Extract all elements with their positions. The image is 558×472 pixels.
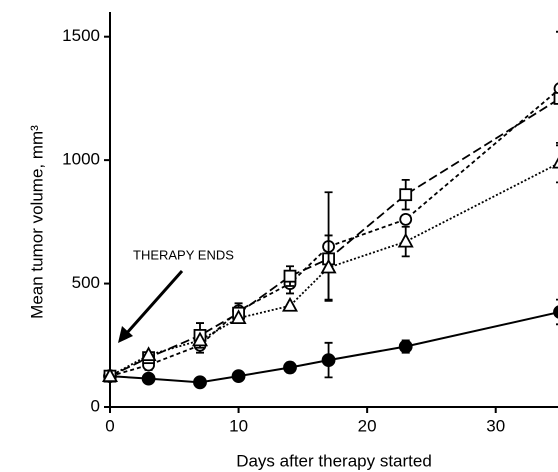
- annotation-arrow: [124, 270, 184, 335]
- error-bar: [556, 141, 558, 184]
- marker: [553, 82, 558, 95]
- marker: [283, 360, 297, 375]
- marker: [399, 188, 413, 202]
- annotation-arrowhead: [118, 326, 133, 343]
- x-tick-label: 30: [486, 416, 505, 435]
- x-tick-label: 0: [105, 416, 114, 435]
- marker: [193, 375, 207, 390]
- series-line: [109, 89, 558, 378]
- annotation: THERAPY ENDS: [133, 247, 234, 262]
- marker: [283, 269, 297, 283]
- y-tick-label: 0: [91, 396, 100, 415]
- marker: [231, 369, 246, 384]
- y-axis-label: Mean tumor volume, mm³: [27, 125, 46, 319]
- series-line: [109, 311, 558, 384]
- marker: [551, 157, 558, 169]
- marker: [141, 371, 156, 386]
- marker: [320, 258, 337, 274]
- marker: [553, 305, 558, 319]
- marker: [399, 212, 413, 226]
- marker: [397, 232, 414, 248]
- y-tick-label: 1000: [62, 150, 100, 169]
- marker: [140, 346, 157, 362]
- marker: [281, 296, 299, 312]
- marker: [191, 331, 209, 347]
- x-axis-label: Days after therapy started: [236, 451, 432, 470]
- marker: [398, 339, 413, 354]
- series-line: [109, 162, 558, 377]
- marker: [101, 367, 119, 383]
- error-bar: [556, 298, 558, 326]
- marker: [553, 92, 558, 105]
- series-line: [109, 98, 558, 377]
- y-tick-label: 500: [72, 273, 100, 292]
- x-tick-label: 20: [358, 416, 377, 435]
- marker: [321, 353, 336, 367]
- marker: [230, 309, 247, 325]
- x-tick-label: 10: [229, 416, 248, 435]
- y-tick-label: 1500: [62, 26, 100, 45]
